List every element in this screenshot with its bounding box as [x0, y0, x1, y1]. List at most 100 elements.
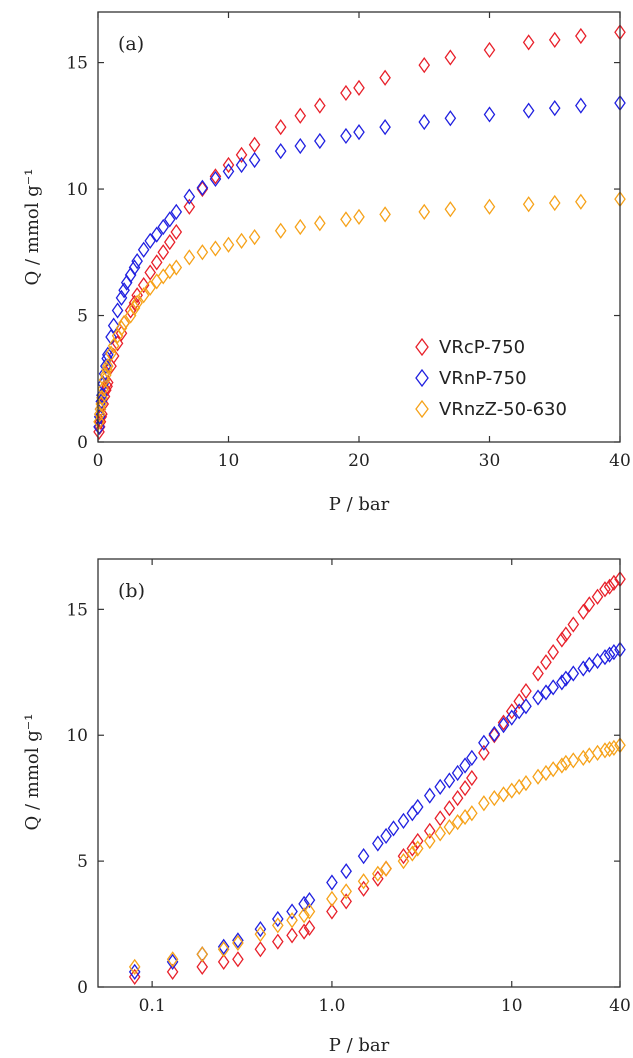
panel-a-legend: VRcP-750 VRnP-750 VRnzZ-50-630	[415, 337, 567, 420]
panel-a-point-vrnp-750	[105, 328, 117, 346]
panel-b-point-vrnp-750	[583, 656, 596, 673]
panel-b-point-vrcp-750	[583, 596, 596, 613]
panel-b-x-tick-label: 0.1	[139, 996, 166, 1016]
panel-a-point-vrnp-750	[163, 211, 176, 228]
panel-b-point-vrcp-750	[326, 903, 338, 920]
panel-b-x-tick-label: 1.0	[318, 996, 345, 1016]
panel-b-point-vrnp-750	[520, 698, 532, 715]
panel-b-point-vrcp-750	[128, 968, 141, 986]
panel-b-point-vrcp-750	[560, 626, 572, 643]
panel-a-point-vrnp-750	[131, 253, 143, 270]
panel-a-point-vrcp-750	[150, 254, 163, 271]
panel-b-point-vrnp-750	[434, 778, 446, 795]
panel-b-point-vrnzz-50-630	[298, 907, 310, 924]
panel-b-point-vrcp-750	[298, 923, 310, 940]
panel-a-point-vrnzz-50-630	[128, 299, 141, 317]
panel-b-point-vrcp-750	[591, 588, 604, 605]
panel-b-point-vrnp-750	[406, 805, 419, 822]
panel-b-point-vrnp-750	[608, 644, 620, 661]
panel-b-point-vrnzz-50-630	[166, 951, 179, 968]
panel-a-x-tick-label: 0	[93, 451, 104, 471]
panel-b-point-vrnp-750	[478, 734, 490, 751]
panel-a-point-vrnp-750	[150, 226, 163, 243]
panel-b-point-vrnp-750	[497, 717, 510, 734]
panel-a-y-tick-label: 5	[77, 307, 88, 327]
panel-a-point-vrnzz-50-630	[115, 320, 128, 337]
legend-item-vrnp-750: VRnP-750	[415, 368, 527, 389]
panel-b-point-vrnzz-50-630	[556, 757, 568, 774]
panel-a-point-vrnp-750	[340, 127, 352, 145]
panel-a-point-vrcp-750	[274, 118, 287, 136]
legend-item-vrcp-750: VRcP-750	[415, 337, 525, 358]
panel-b-y-tick-label: 10	[66, 726, 88, 746]
panel-b-point-vrnp-750	[505, 709, 518, 726]
panel-b-point-vrnp-750	[128, 963, 141, 981]
panel-a-point-vrnp-750	[196, 179, 209, 196]
panel-b-point-vrnp-750	[547, 679, 559, 696]
panel-a-point-vrcp-750	[163, 234, 176, 251]
panel-b-point-vrcp-750	[608, 574, 620, 592]
panel-b-point-vrcp-750	[443, 800, 456, 817]
panel-a-point-vrcp-750	[575, 27, 587, 45]
panel-b-point-vrnzz-50-630	[128, 958, 141, 975]
panel-b-y-tick-label: 15	[66, 600, 88, 620]
panel-b-point-vrcp-750	[196, 958, 209, 975]
panel-b-point-vrnp-750	[423, 787, 436, 804]
panel-b-point-vrnp-750	[459, 757, 471, 774]
panel-a-x-axis-title: P / bar	[329, 494, 390, 515]
panel-b-point-vrcp-750	[166, 963, 179, 981]
panel-a-point-vrnzz-50-630	[183, 249, 196, 266]
panel-a-point-vrcp-750	[183, 198, 196, 215]
panel-a-point-vrnzz-50-630	[93, 413, 105, 430]
panel-a-point-vrnp-750	[353, 124, 365, 141]
panel-b-point-vrcp-750	[547, 644, 559, 661]
panel-b-point-vrcp-750	[466, 769, 478, 787]
panel-b-point-vrnzz-50-630	[232, 934, 244, 952]
panel-a-point-vrnp-750	[314, 132, 326, 150]
panel-b-point-vrnzz-50-630	[254, 926, 267, 943]
panel-a-point-vrnzz-50-630	[107, 337, 120, 355]
panel-a-point-vrcp-750	[548, 31, 561, 48]
panel-b-point-vrcp-750	[254, 941, 267, 958]
panel-b-point-vrcp-750	[513, 693, 525, 710]
panel-a-y-tick-label: 0	[77, 433, 88, 453]
panel-b: 0.1 1.0 10 40 0 5 10 15 (b) P / bar Q / mmol g…	[22, 558, 631, 1056]
panel-a-point-vrnzz-50-630	[548, 194, 561, 212]
panel-a-point-vrnzz-50-630	[131, 294, 143, 312]
panel-b-point-vrnzz-50-630	[286, 912, 298, 929]
panel-b-point-vrnp-750	[560, 670, 572, 687]
panel-b-point-vrcp-750	[272, 933, 284, 950]
panel-b-point-vrnp-750	[254, 920, 267, 938]
panel-a-label: (a)	[118, 33, 144, 55]
panel-a-point-vrnzz-50-630	[294, 218, 307, 236]
panel-a-point-vrnp-750	[107, 317, 120, 334]
panel-b-point-vrnp-750	[166, 953, 179, 970]
panel-a-point-vrnzz-50-630	[235, 232, 248, 250]
panel-b-point-vrnp-750	[451, 764, 464, 782]
panel-a-point-vrnp-750	[444, 110, 457, 127]
panel-b-point-vrnp-750	[540, 684, 552, 701]
panel-a-point-vrnp-750	[575, 97, 587, 114]
panel-b-point-vrnzz-50-630	[497, 786, 510, 803]
panel-a-point-vrnzz-50-630	[157, 268, 170, 285]
panel-b-point-vrnp-750	[599, 649, 611, 666]
panel-a-y-tick-label: 10	[66, 180, 88, 200]
panel-a-point-vrnp-750	[483, 106, 496, 123]
panel-b-point-vrnzz-50-630	[577, 749, 590, 767]
panel-b-point-vrnp-750	[397, 812, 410, 829]
panel-a-x-ticks: 0 10 20 30 40	[93, 12, 631, 471]
panel-a-point-vrnp-750	[137, 241, 150, 258]
legend-marker-vrnp-750	[415, 368, 429, 388]
panel-a-point-vrcp-750	[137, 277, 150, 294]
panel-a-x-tick-label: 40	[609, 451, 631, 471]
panel-a-x-tick-label: 30	[479, 451, 501, 471]
panel-b-point-vrnp-750	[372, 835, 384, 852]
panel-b-point-vrcp-750	[488, 727, 501, 744]
panel-b-point-vrcp-750	[303, 919, 316, 936]
panel-b-point-vrcp-750	[497, 714, 510, 731]
panel-b-point-vrnp-750	[357, 847, 370, 865]
panel-b-point-vrnp-750	[466, 749, 478, 767]
panel-b-markers	[128, 571, 626, 986]
panel-b-point-vrnp-750	[232, 932, 244, 949]
